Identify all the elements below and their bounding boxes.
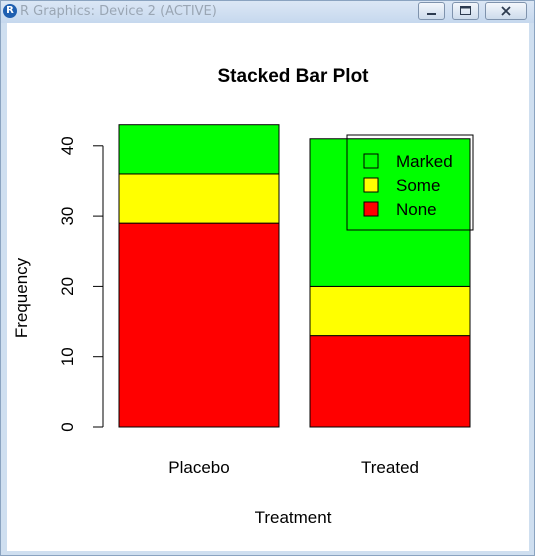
y-tick-label: 40 xyxy=(58,136,77,155)
legend-swatch-none xyxy=(363,201,379,217)
y-axis-label: Frequency xyxy=(12,257,31,338)
bars-group xyxy=(118,124,471,428)
minimize-icon xyxy=(427,13,436,15)
title-bar[interactable]: R R Graphics: Device 2 (ACTIVE) xyxy=(1,1,534,23)
legend-label-marked: Marked xyxy=(396,152,453,171)
y-axis: 0 10 20 30 40 xyxy=(58,136,104,432)
legend-swatch-marked xyxy=(363,153,379,169)
r-logo-icon: R xyxy=(3,4,17,18)
legend-swatch-some xyxy=(363,177,379,193)
y-tick-label: 10 xyxy=(58,347,77,366)
plot-canvas: Stacked Bar Plot Treatment Frequency 0 10… xyxy=(7,23,529,551)
close-button[interactable] xyxy=(485,2,527,20)
y-tick-label: 20 xyxy=(58,277,77,296)
x-tick-label-treated: Treated xyxy=(361,458,419,477)
y-tick-label: 30 xyxy=(58,207,77,226)
bar-segment-treated-some xyxy=(309,285,471,337)
legend-box xyxy=(346,134,474,231)
y-tick-label: 0 xyxy=(58,422,77,431)
bar-segment-placebo-marked xyxy=(118,124,280,175)
bar-segment-placebo-some xyxy=(118,173,280,224)
stacked-bar-chart: Stacked Bar Plot Treatment Frequency 0 10… xyxy=(12,66,474,527)
window-title: R Graphics: Device 2 (ACTIVE) xyxy=(20,4,217,19)
legend-label-none: None xyxy=(396,200,437,219)
legend-label-some: Some xyxy=(396,176,440,195)
close-icon xyxy=(501,6,511,16)
maximize-icon xyxy=(460,6,471,15)
x-tick-label-placebo: Placebo xyxy=(168,458,229,477)
x-axis-label: Treatment xyxy=(255,508,332,527)
bar-segment-treated-none xyxy=(309,335,471,428)
bar-segment-treated-marked xyxy=(309,138,471,287)
minimize-button[interactable] xyxy=(418,2,445,20)
maximize-button[interactable] xyxy=(452,2,479,20)
chart-title: Stacked Bar Plot xyxy=(218,66,370,87)
legend: Marked Some None xyxy=(346,134,474,231)
bar-segment-placebo-none xyxy=(118,222,280,428)
x-tick-labels: Placebo Treated xyxy=(168,458,419,477)
